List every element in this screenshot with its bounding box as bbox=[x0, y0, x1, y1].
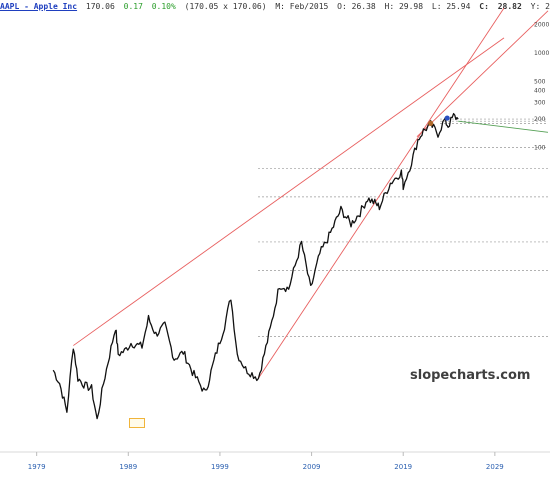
last-price: 170.06 bbox=[85, 2, 115, 11]
period-label: M: Feb/2015 bbox=[275, 2, 329, 11]
x-tick-label-1989: 1989 bbox=[119, 463, 137, 471]
y-tick-label-1: 1000 bbox=[534, 50, 549, 57]
open-value: O: 26.38 bbox=[337, 2, 376, 11]
close-value: 28.82 bbox=[497, 2, 522, 11]
price-line bbox=[52, 112, 459, 420]
close-label: C: bbox=[479, 2, 489, 11]
ticker-link[interactable]: AAPL - Apple Inc bbox=[0, 2, 78, 11]
x-tick-label-2019: 2019 bbox=[394, 463, 412, 471]
y-tick-label-0: 2000 bbox=[534, 22, 549, 29]
price-change-percent: 0.10% bbox=[151, 2, 176, 11]
trendlines[interactable] bbox=[73, 7, 549, 379]
trendline-3[interactable] bbox=[416, 10, 549, 138]
low-value: L: 25.94 bbox=[431, 2, 471, 11]
price-series bbox=[52, 112, 459, 420]
y-tick-label-2: 500 bbox=[534, 78, 546, 85]
x-tick-label-1999: 1999 bbox=[211, 463, 229, 471]
y-tick-label-4: 300 bbox=[534, 99, 546, 106]
selection-box[interactable] bbox=[129, 418, 145, 428]
bid-ask-range: (170.05 x 170.06) bbox=[184, 2, 267, 11]
watermark: slopecharts.com bbox=[410, 368, 531, 383]
marker-1 bbox=[428, 120, 434, 126]
y-tick-label-6: 100 bbox=[534, 145, 546, 152]
x-tick-label-1979: 1979 bbox=[28, 463, 46, 471]
y-axis: 2000 1000 500 400 300 200 100 bbox=[534, 22, 549, 152]
x-tick-label-2009: 2009 bbox=[303, 463, 321, 471]
x-axis: 1979 1989 1999 2009 2019 2029 bbox=[0, 451, 550, 471]
green-trendline[interactable] bbox=[458, 120, 549, 133]
quote-header: AAPL - Apple Inc 170.06 0.17 0.10% (170.… bbox=[0, 0, 550, 14]
y-tick-label-5: 200 bbox=[534, 116, 546, 123]
y-tick-label-3: 400 bbox=[534, 88, 546, 95]
grid-lines bbox=[258, 118, 548, 337]
y-value: Y: 284.22 bbox=[530, 2, 550, 11]
price-change: 0.17 bbox=[123, 2, 143, 11]
marker-2 bbox=[444, 115, 450, 121]
markers bbox=[428, 115, 450, 126]
high-value: H: 29.98 bbox=[384, 2, 424, 11]
trendline-1[interactable] bbox=[73, 37, 505, 346]
x-tick-label-2029: 2029 bbox=[486, 463, 504, 471]
trendline-2[interactable] bbox=[258, 7, 505, 379]
